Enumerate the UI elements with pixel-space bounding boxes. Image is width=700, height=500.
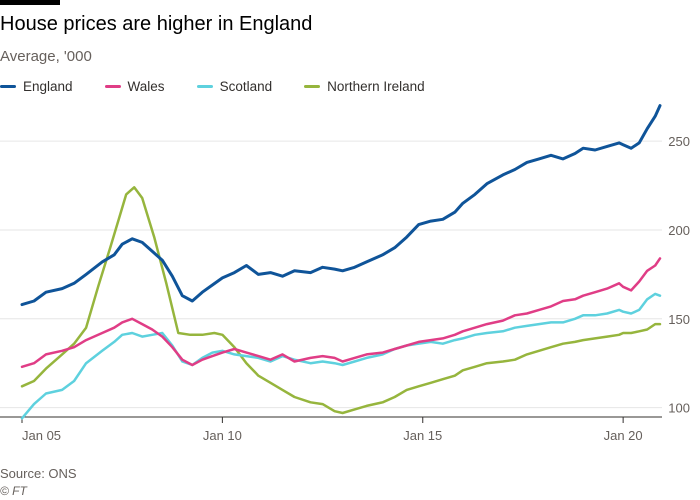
chart-legend: England Wales Scotland Northern Ireland [0, 79, 457, 94]
legend-item-scotland: Scotland [196, 79, 273, 94]
x-tick-label-3: Jan 20 [604, 428, 643, 443]
legend-item-northern-ireland: Northern Ireland [304, 79, 425, 94]
chart-title: House prices are higher in England [0, 13, 313, 35]
chart-subtitle: Average, '000 [0, 48, 92, 65]
brand-bar [0, 0, 60, 5]
y-tick-label-250: 250 [668, 134, 690, 149]
legend-label-northern-ireland: Northern Ireland [327, 79, 425, 94]
y-tick-label-100: 100 [668, 401, 690, 416]
legend-swatch-scotland [196, 85, 213, 88]
legend-label-scotland: Scotland [219, 79, 273, 94]
legend-label-wales: Wales [127, 79, 165, 94]
x-tick-label-2: Jan 15 [403, 428, 442, 443]
x-tick-label-1: Jan 10 [203, 428, 242, 443]
chart-copyright: © FT [0, 484, 27, 498]
y-tick-label-150: 150 [668, 312, 690, 327]
legend-label-england: England [23, 79, 73, 94]
legend-swatch-northern-ireland [304, 85, 321, 88]
series-line-northern-ireland [20, 186, 662, 415]
x-tick-label-0: Jan 05 [22, 428, 61, 443]
y-tick-label-200: 200 [668, 223, 690, 238]
series-line-england [20, 104, 662, 307]
line-chart: 100 150 200 250 Jan 05 Jan 10 Jan 15 Jan 20 [0, 104, 690, 443]
series-line-wales [20, 257, 662, 369]
legend-item-wales: Wales [104, 79, 165, 94]
legend-swatch-wales [104, 85, 121, 88]
legend-swatch-england [0, 85, 16, 88]
chart-source: Source: ONS [0, 466, 77, 481]
legend-item-england: England [0, 79, 73, 94]
series-line-scotland [20, 292, 662, 420]
